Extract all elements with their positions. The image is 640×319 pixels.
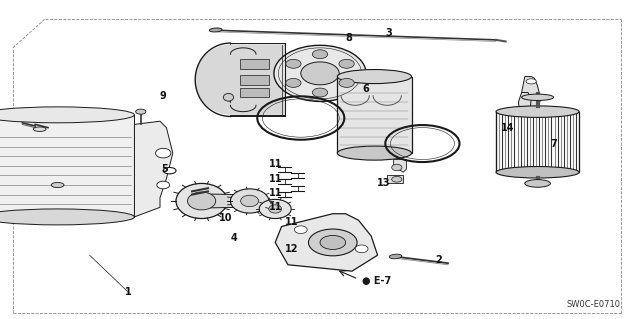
Polygon shape — [195, 45, 285, 115]
Ellipse shape — [274, 45, 366, 101]
Text: 14: 14 — [500, 123, 515, 133]
Polygon shape — [522, 77, 541, 108]
Ellipse shape — [294, 226, 307, 234]
Text: ● E-7: ● E-7 — [362, 276, 391, 286]
Ellipse shape — [0, 209, 134, 225]
Text: 10: 10 — [218, 212, 232, 223]
Polygon shape — [0, 115, 134, 217]
Ellipse shape — [308, 229, 357, 256]
Ellipse shape — [285, 78, 301, 87]
Ellipse shape — [312, 50, 328, 59]
Text: 8: 8 — [346, 33, 352, 43]
Polygon shape — [394, 160, 406, 172]
Text: 5: 5 — [162, 164, 168, 174]
Text: 3: 3 — [386, 28, 392, 39]
Text: 11: 11 — [268, 174, 282, 184]
Text: 9: 9 — [160, 91, 166, 101]
Text: 13: 13 — [377, 178, 391, 189]
Text: 6: 6 — [363, 84, 369, 94]
Ellipse shape — [51, 182, 64, 188]
Ellipse shape — [526, 79, 536, 84]
Ellipse shape — [339, 59, 355, 68]
Text: 7: 7 — [550, 138, 557, 149]
Polygon shape — [202, 194, 240, 208]
Text: 11: 11 — [284, 217, 298, 227]
Ellipse shape — [339, 78, 355, 87]
Ellipse shape — [337, 146, 412, 160]
Ellipse shape — [389, 254, 402, 259]
Polygon shape — [518, 93, 531, 115]
Text: 11: 11 — [268, 188, 282, 198]
Text: SW0C-E0710: SW0C-E0710 — [567, 300, 621, 309]
Polygon shape — [134, 121, 173, 217]
Ellipse shape — [0, 107, 134, 123]
Ellipse shape — [320, 235, 346, 249]
Polygon shape — [240, 59, 269, 69]
Text: 11: 11 — [268, 202, 282, 212]
Text: 11: 11 — [268, 159, 282, 169]
Polygon shape — [387, 175, 403, 183]
Ellipse shape — [496, 167, 579, 178]
Ellipse shape — [163, 167, 176, 174]
Ellipse shape — [269, 205, 282, 213]
Ellipse shape — [188, 192, 216, 210]
Text: 1: 1 — [125, 287, 131, 297]
Ellipse shape — [157, 181, 170, 189]
Polygon shape — [230, 43, 285, 45]
Ellipse shape — [33, 127, 46, 131]
Polygon shape — [240, 75, 269, 85]
Polygon shape — [230, 115, 285, 116]
Ellipse shape — [301, 62, 339, 85]
Ellipse shape — [522, 94, 554, 100]
Polygon shape — [275, 214, 378, 271]
Ellipse shape — [176, 183, 227, 219]
Text: 2: 2 — [435, 255, 442, 265]
Ellipse shape — [136, 109, 146, 114]
Ellipse shape — [312, 88, 328, 97]
Polygon shape — [240, 88, 269, 97]
Polygon shape — [337, 77, 412, 153]
Ellipse shape — [241, 195, 259, 207]
Ellipse shape — [496, 106, 579, 117]
Ellipse shape — [209, 28, 222, 32]
Ellipse shape — [337, 70, 412, 84]
Ellipse shape — [392, 176, 402, 182]
Text: 12: 12 — [284, 244, 298, 254]
Ellipse shape — [525, 180, 550, 187]
Ellipse shape — [355, 245, 368, 253]
Ellipse shape — [259, 199, 291, 219]
Ellipse shape — [230, 189, 269, 213]
Ellipse shape — [285, 59, 301, 68]
Ellipse shape — [223, 93, 234, 101]
Ellipse shape — [156, 148, 171, 158]
Ellipse shape — [392, 164, 402, 171]
Text: 4: 4 — [230, 233, 237, 243]
